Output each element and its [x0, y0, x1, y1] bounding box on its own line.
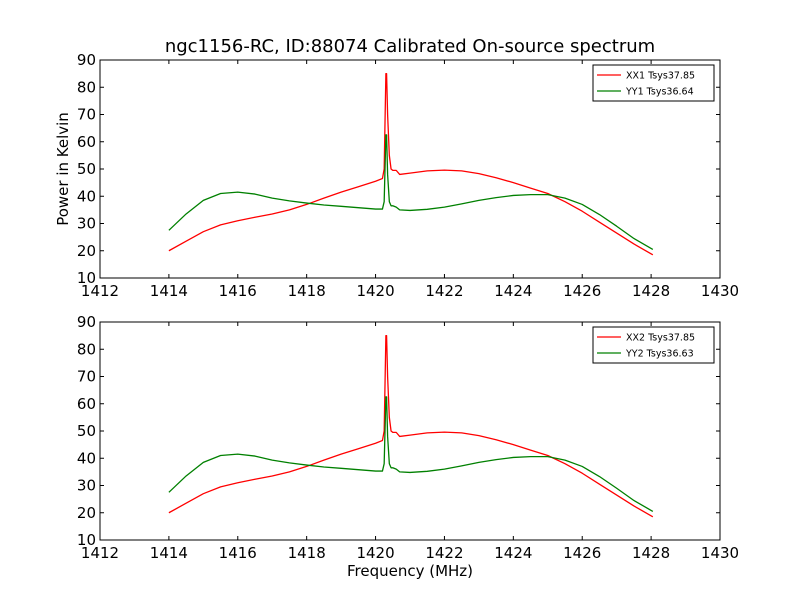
bottom-legend-label: YY2 Tsys36.63 [625, 349, 694, 360]
top-series-line-1 [168, 72, 654, 256]
bottom-y-tick-label: 40 [77, 449, 96, 467]
top-y-tick-label: 70 [77, 106, 96, 124]
top-y-tick-label: 20 [77, 242, 96, 260]
top-x-tick-label: 1430 [701, 282, 739, 300]
top-x-tick-label: 1414 [150, 282, 188, 300]
bottom-y-tick-label: 50 [77, 422, 96, 440]
top-y-tick-label: 90 [77, 51, 96, 69]
top-y-tick-label: 10 [77, 269, 96, 287]
bottom-y-tick-label: 20 [77, 504, 96, 522]
top-x-tick-label: 1412 [81, 282, 119, 300]
top-legend-label: XX1 Tsys37.85 [626, 71, 695, 82]
top-y-tick-label: 30 [77, 215, 96, 233]
bottom-x-tick-label: 1428 [632, 544, 670, 562]
y-axis-label: Power in Kelvin [54, 112, 72, 226]
top-y-tick-label: 40 [77, 187, 96, 205]
top-y-tick-label: 50 [77, 160, 96, 178]
top-x-tick-label: 1426 [563, 282, 601, 300]
bottom-legend-box [592, 326, 715, 364]
bottom-series-line-2 [168, 396, 654, 512]
bottom-panel: 1412 1414 1416 1418 1420 1422 1424 1426 1428 1430… [77, 313, 739, 562]
top-y-tick-label: 80 [77, 78, 96, 96]
top-x-tick-label: 1418 [288, 282, 326, 300]
top-legend-box [592, 64, 715, 102]
chart-title: ngc1156-RC, ID:88074 Calibrated On-sourc… [165, 36, 655, 57]
bottom-x-tick-label: 1418 [288, 544, 326, 562]
top-x-tick-label: 1428 [632, 282, 670, 300]
bottom-x-tick-label: 1412 [81, 544, 119, 562]
top-x-tick-label: 1416 [219, 282, 257, 300]
top-x-tick-label: 1420 [356, 282, 394, 300]
bottom-x-tick-label: 1422 [425, 544, 463, 562]
bottom-series-line-1 [168, 334, 654, 518]
bottom-x-tick-label: 1420 [356, 544, 394, 562]
bottom-x-tick-label: 1426 [563, 544, 601, 562]
bottom-y-tick-label: 70 [77, 368, 96, 386]
top-x-tick-label: 1424 [494, 282, 532, 300]
x-axis-label: Frequency (MHz) [347, 562, 473, 580]
top-series-line-2 [168, 134, 654, 250]
bottom-y-tick-label: 30 [77, 477, 96, 495]
bottom-legend-label: XX2 Tsys37.85 [626, 333, 695, 344]
top-x-tick-label: 1422 [425, 282, 463, 300]
bottom-y-tick-label: 60 [77, 395, 96, 413]
top-legend-label: YY1 Tsys36.64 [625, 87, 694, 98]
bottom-x-tick-label: 1416 [219, 544, 257, 562]
bottom-y-tick-label: 10 [77, 531, 96, 549]
bottom-x-tick-label: 1424 [494, 544, 532, 562]
top-y-tick-label: 60 [77, 133, 96, 151]
bottom-y-tick-label: 80 [77, 340, 96, 358]
top-panel: 1412 1414 1416 1418 1420 1422 1424 1426 1428 1430… [77, 51, 739, 300]
bottom-x-tick-label: 1414 [150, 544, 188, 562]
bottom-y-tick-label: 90 [77, 313, 96, 331]
bottom-x-tick-label: 1430 [701, 544, 739, 562]
